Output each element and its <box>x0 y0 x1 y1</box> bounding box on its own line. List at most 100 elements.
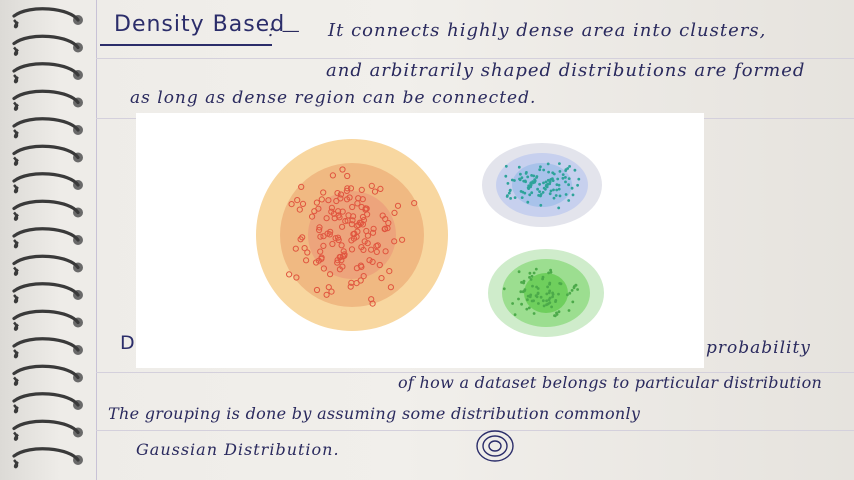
data-point <box>539 165 542 169</box>
data-point <box>339 263 346 270</box>
data-point <box>554 300 557 303</box>
data-point <box>327 271 334 278</box>
data-point <box>567 177 571 180</box>
data-point <box>343 187 350 195</box>
data-point <box>333 197 340 205</box>
data-point <box>511 302 514 305</box>
data-point <box>328 208 335 215</box>
data-point <box>568 291 572 295</box>
data-point <box>320 265 327 272</box>
data-point <box>529 182 533 186</box>
data-point <box>317 233 324 240</box>
data-point <box>339 253 346 260</box>
data-point <box>567 183 570 187</box>
data-point <box>358 244 365 251</box>
data-point <box>518 177 521 181</box>
data-point <box>561 176 565 180</box>
data-point <box>548 192 552 196</box>
data-point <box>532 312 536 315</box>
data-point <box>368 246 375 253</box>
data-point <box>574 283 578 287</box>
data-point <box>530 174 533 177</box>
data-point <box>523 179 527 183</box>
spiral-ring-icon <box>12 144 83 166</box>
spiral-ring-icon <box>12 392 83 414</box>
data-point <box>530 191 534 195</box>
data-point <box>548 301 552 304</box>
spiral-ring-icon <box>12 7 83 29</box>
data-point <box>296 206 303 213</box>
large-orange-cluster <box>256 139 448 331</box>
data-point <box>549 270 553 274</box>
data-point <box>523 191 527 195</box>
data-point <box>342 218 349 225</box>
data-point <box>360 273 367 280</box>
data-point <box>573 168 577 172</box>
data-point <box>556 177 560 181</box>
data-point <box>344 172 351 180</box>
data-point <box>513 196 517 199</box>
data-point <box>520 302 523 306</box>
spiral-ring-icon <box>12 447 83 469</box>
data-point <box>546 162 550 166</box>
data-point <box>379 212 386 219</box>
data-point <box>552 196 556 200</box>
data-point <box>286 271 293 278</box>
note-line-2: and arbitrarily shaped distributions are… <box>326 60 806 81</box>
data-point <box>311 208 318 215</box>
data-point <box>557 187 561 191</box>
note-line-4: probability <box>706 338 811 358</box>
data-point <box>325 284 332 291</box>
data-point <box>528 295 532 299</box>
data-point <box>546 285 549 289</box>
data-point <box>364 240 371 247</box>
data-point <box>359 213 367 221</box>
data-point <box>510 178 514 182</box>
note-line-5: of how a dataset belongs to particular d… <box>398 373 823 392</box>
data-point <box>411 200 418 207</box>
data-point <box>517 270 521 274</box>
data-point <box>316 226 323 234</box>
note-line-3: as long as dense region can be connected… <box>130 88 537 108</box>
data-point <box>571 193 575 197</box>
data-point <box>344 217 351 224</box>
data-point <box>542 168 546 172</box>
data-point <box>535 295 539 299</box>
data-point <box>371 188 379 195</box>
data-point <box>507 191 511 195</box>
data-point <box>550 305 553 309</box>
data-point <box>313 286 321 294</box>
data-point <box>384 225 391 232</box>
data-point <box>323 215 330 222</box>
data-point <box>525 307 529 311</box>
data-point <box>558 194 562 198</box>
data-point <box>368 296 375 303</box>
data-point <box>335 212 342 219</box>
data-point <box>509 197 512 200</box>
data-point <box>323 291 330 298</box>
data-point <box>339 223 346 230</box>
data-point <box>508 189 512 192</box>
spiral-ring-icon <box>12 419 83 441</box>
data-point <box>568 165 571 168</box>
data-point <box>555 188 559 192</box>
heading-underline <box>100 44 272 46</box>
data-point <box>572 286 576 290</box>
data-point <box>504 164 508 168</box>
data-point <box>526 186 530 190</box>
data-point <box>359 221 366 228</box>
data-point <box>529 185 533 189</box>
data-point <box>548 282 551 286</box>
data-point <box>536 187 539 191</box>
data-point <box>301 245 308 252</box>
data-point <box>288 201 295 208</box>
data-point <box>570 186 574 190</box>
data-point <box>532 299 535 303</box>
data-point <box>538 168 542 172</box>
data-point <box>527 306 531 310</box>
spiral-ring-icon <box>12 34 83 56</box>
data-point <box>535 285 538 289</box>
note-line-1: It connects highly dense area into clust… <box>328 20 767 41</box>
data-point <box>318 196 325 203</box>
data-point <box>320 189 327 196</box>
